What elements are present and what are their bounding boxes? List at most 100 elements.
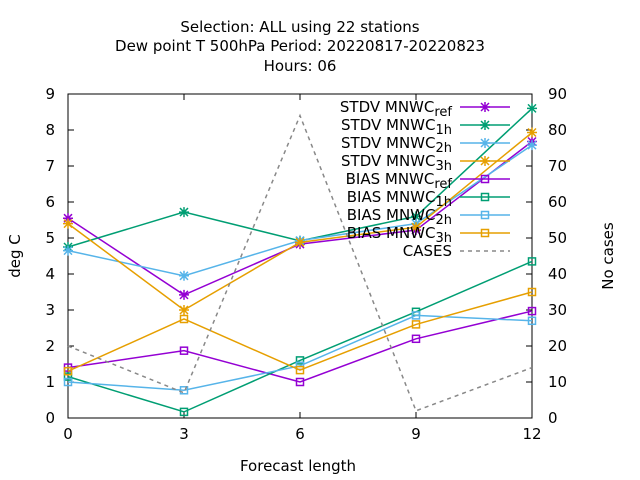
data-point bbox=[179, 270, 189, 281]
series-line bbox=[67, 144, 533, 277]
series-line bbox=[67, 314, 533, 392]
chart-title: Selection: ALL using 22 stations Dew poi… bbox=[115, 18, 485, 75]
legend-entry: STDV MNWC2h bbox=[341, 134, 510, 156]
series-line bbox=[67, 113, 533, 412]
data-point bbox=[179, 407, 189, 417]
data-point bbox=[179, 346, 189, 355]
legend-marker bbox=[480, 210, 490, 220]
legend-entry: BIAS MNWC2h bbox=[347, 206, 510, 228]
y2-tick-label: 50 bbox=[548, 229, 567, 247]
data-point bbox=[63, 213, 73, 224]
legend-marker bbox=[480, 120, 490, 130]
legend-marker bbox=[480, 156, 490, 166]
y2-tick-label: 90 bbox=[548, 85, 567, 103]
series-5 bbox=[63, 257, 537, 417]
data-point bbox=[63, 377, 73, 387]
series-4 bbox=[63, 306, 537, 387]
chart-title-line-1: Selection: ALL using 22 stations bbox=[180, 18, 419, 36]
data-point bbox=[179, 314, 189, 324]
legend-subscript: 1h bbox=[435, 195, 452, 210]
series-line bbox=[67, 140, 533, 296]
data-point bbox=[63, 366, 73, 376]
data-point bbox=[411, 222, 421, 233]
data-point bbox=[179, 289, 189, 300]
y2-tick-label: 30 bbox=[548, 301, 567, 319]
data-point bbox=[63, 372, 73, 381]
data-point bbox=[411, 211, 421, 222]
y2-tick-label: 20 bbox=[548, 337, 567, 355]
x-tick-label: 9 bbox=[411, 425, 421, 443]
y-tick-label: 7 bbox=[45, 157, 55, 175]
legend-label: BIAS MNWC1h bbox=[347, 188, 452, 210]
chart-title-line-2: Dew point T 500hPa Period: 20220817-2022… bbox=[115, 37, 485, 55]
legend-label: BIAS MNWC2h bbox=[347, 206, 452, 228]
y-tick-label: 3 bbox=[45, 301, 55, 319]
legend-label: STDV MNWC1h bbox=[341, 116, 452, 138]
y2-tick-label: 40 bbox=[548, 265, 567, 283]
legend-subscript: 3h bbox=[435, 231, 452, 246]
legend-entry: BIAS MNWCref bbox=[346, 170, 510, 192]
data-point bbox=[411, 334, 421, 344]
data-point bbox=[295, 361, 305, 371]
data-point bbox=[179, 305, 189, 315]
legend-subscript: 1h bbox=[435, 123, 452, 138]
y-axis-ticks: 0 1 2 3 4 5 6 7 8 9 bbox=[45, 85, 74, 427]
series-line bbox=[67, 131, 533, 311]
x-axis-ticks: 0 3 6 9 12 bbox=[63, 94, 542, 443]
legend-label: STDV MNWC2h bbox=[341, 134, 452, 156]
legend-entry: STDV MNWC1h bbox=[341, 116, 510, 138]
legend-label: CASES bbox=[403, 242, 452, 260]
y2-axis-ticks: 0 10 20 30 40 50 60 70 80 90 bbox=[526, 85, 567, 427]
data-point bbox=[295, 365, 305, 375]
data-point bbox=[527, 103, 537, 114]
x-tick-label: 12 bbox=[522, 425, 541, 443]
legend-subscript: 2h bbox=[435, 213, 452, 228]
data-point bbox=[411, 320, 421, 329]
series-layer bbox=[63, 103, 537, 417]
data-point bbox=[527, 306, 537, 316]
y-tick-label: 2 bbox=[45, 337, 55, 355]
data-point bbox=[527, 287, 537, 297]
data-point bbox=[411, 311, 421, 320]
legend-subscript: 2h bbox=[435, 141, 452, 156]
series-line bbox=[67, 291, 533, 372]
x-axis-label: Forecast length bbox=[240, 457, 356, 475]
legend-label: BIAS MNWCref bbox=[346, 170, 453, 192]
y2-tick-label: 70 bbox=[548, 157, 567, 175]
y-tick-label: 4 bbox=[45, 265, 55, 283]
y-tick-label: 0 bbox=[45, 409, 55, 427]
series-7 bbox=[63, 287, 537, 376]
data-point bbox=[527, 316, 537, 326]
series-line bbox=[67, 310, 533, 383]
data-point bbox=[179, 386, 189, 395]
y-tick-label: 1 bbox=[45, 373, 55, 391]
y2-axis-label: No cases bbox=[599, 222, 617, 290]
y-axis-label: deg C bbox=[6, 234, 24, 278]
y2-tick-label: 60 bbox=[548, 193, 567, 211]
legend-subscript: ref bbox=[434, 177, 452, 192]
data-point bbox=[527, 257, 537, 266]
series-line bbox=[67, 260, 533, 413]
y-tick-label: 9 bbox=[45, 85, 55, 103]
data-point bbox=[295, 377, 305, 387]
data-point bbox=[295, 237, 305, 248]
legend-marker bbox=[480, 192, 490, 202]
data-point bbox=[295, 356, 305, 365]
chart-title-line-3: Hours: 06 bbox=[264, 57, 337, 75]
data-point bbox=[527, 140, 537, 151]
legend-entry: BIAS MNWC3h bbox=[347, 224, 510, 246]
series-3 bbox=[63, 127, 537, 315]
y2-tick-label: 80 bbox=[548, 121, 567, 139]
x-tick-label: 6 bbox=[295, 425, 305, 443]
data-point bbox=[527, 127, 537, 138]
data-point bbox=[63, 245, 73, 256]
legend-marker bbox=[480, 174, 490, 184]
y2-tick-label: 10 bbox=[548, 373, 567, 391]
legend-entry: STDV MNWCref bbox=[340, 98, 510, 120]
x-tick-label: 3 bbox=[179, 425, 189, 443]
y-tick-label: 8 bbox=[45, 121, 55, 139]
series-line bbox=[67, 107, 533, 248]
legend-marker bbox=[480, 228, 490, 238]
y-tick-label: 5 bbox=[45, 229, 55, 247]
